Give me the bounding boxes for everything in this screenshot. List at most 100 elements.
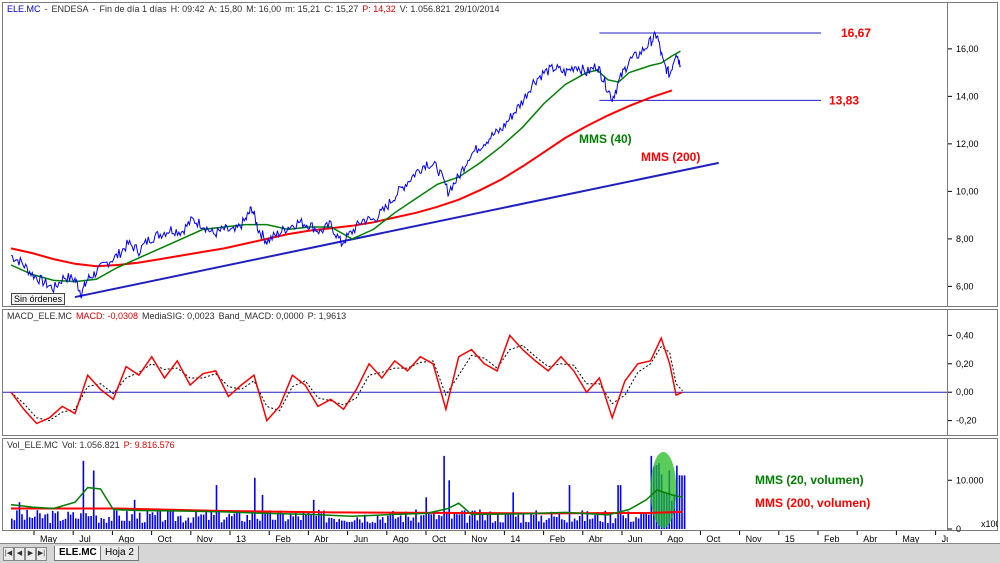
- company-name: ENDESA: [51, 4, 89, 14]
- volume-bar: [507, 513, 509, 529]
- volume-bar: [491, 522, 494, 529]
- volume-bar: [407, 516, 410, 529]
- macd-header: MACD_ELE.MC MACD: -0,0308 MediaSIG: 0,0023…: [7, 311, 350, 321]
- price-axis-label: 8,00: [956, 234, 974, 244]
- volume-bar: [430, 514, 433, 529]
- volume-bar: [371, 521, 374, 529]
- volume-bar: [476, 520, 479, 529]
- volume-bar: [126, 511, 128, 529]
- volume-bar: [85, 513, 87, 529]
- volume-bar: [535, 510, 537, 529]
- volume-bar: [251, 513, 254, 529]
- volume-bar: [167, 510, 169, 529]
- time-axis-label: May: [902, 534, 920, 543]
- volume-bar: [289, 514, 292, 529]
- volume-bar: [271, 519, 274, 529]
- price-axis-label: 10,00: [956, 186, 979, 196]
- volume-bar: [236, 510, 238, 529]
- prev-sheet-button[interactable]: ◀: [14, 547, 25, 561]
- volume-bar: [561, 519, 563, 529]
- volume-bar: [13, 520, 16, 529]
- vol-name: Vol_ELE.MC: [7, 440, 59, 450]
- volume-bar: [330, 518, 333, 529]
- volume-bar: [98, 522, 100, 529]
- volume-bar: [532, 514, 535, 529]
- volume-bar: [558, 513, 561, 529]
- volume-bar: [54, 513, 57, 529]
- volume-panel[interactable]: Vol_ELE.MC Vol: 1.056.821 P: 9.816.576 MMS…: [2, 438, 948, 531]
- volume-bar: [422, 515, 425, 529]
- time-axis-label: 14: [510, 534, 520, 543]
- volume-bar: [182, 522, 184, 529]
- vol-p-value: P: 9.816.576: [123, 440, 175, 450]
- volume-bar: [576, 520, 578, 529]
- time-axis-label: Abr: [589, 534, 603, 543]
- volume-bar: [28, 517, 31, 529]
- volume-bar: [376, 516, 379, 529]
- macd-axis: 0,40 0,20 0,00 -0,20: [948, 309, 998, 436]
- volume-bar: [589, 519, 591, 529]
- volume-bar: [295, 512, 297, 529]
- open-value: A: 15,80: [208, 4, 243, 14]
- volume-bar: [282, 513, 284, 529]
- time-axis-label: Abr: [314, 534, 328, 543]
- volume-bar: [456, 514, 458, 529]
- time-axis-label: 15: [785, 534, 795, 543]
- volume-bar: [225, 517, 228, 529]
- volume-bar: [302, 513, 305, 529]
- volume-bar: [92, 470, 95, 529]
- volume-bar: [46, 513, 49, 529]
- volume-bar: [578, 516, 581, 529]
- time-axis-label: Nov: [197, 534, 214, 543]
- volume-bar: [172, 510, 174, 529]
- orders-button[interactable]: Sin órdenes: [11, 293, 66, 305]
- tab-ele-mc[interactable]: ELE.MC: [54, 546, 102, 561]
- volume-bar: [389, 512, 392, 529]
- volume-bar: [466, 522, 468, 529]
- volume-bar: [512, 492, 514, 529]
- volume-bar: [509, 513, 512, 529]
- volume-bar: [468, 515, 471, 529]
- macd-axis-svg: 0,40 0,20 0,00 -0,20: [948, 330, 977, 426]
- bottom-bar: |◀ ◀ ▶ ▶| ELE.MC Hoja 2: [0, 543, 1000, 563]
- volume-bar: [177, 516, 179, 529]
- volume-bar: [555, 517, 558, 529]
- last-sheet-button[interactable]: ▶|: [36, 547, 47, 561]
- first-sheet-button[interactable]: |◀: [3, 547, 14, 561]
- volume-bar: [57, 511, 59, 529]
- volume-bar: [62, 519, 64, 529]
- volume-bar: [231, 516, 233, 529]
- volume-bar: [131, 514, 133, 529]
- volume-bar: [325, 522, 328, 529]
- volume-bar: [545, 519, 548, 529]
- volume-bar: [16, 510, 18, 529]
- volume-bar: [402, 522, 404, 529]
- macd-chart: [3, 333, 947, 425]
- volume-bar: [683, 475, 686, 529]
- volume-bar: [335, 522, 338, 529]
- macd-panel[interactable]: MACD_ELE.MC MACD: -0,0308 MediaSIG: 0,0023…: [2, 309, 948, 436]
- volume-bar: [123, 520, 126, 529]
- volume-bar: [87, 516, 90, 529]
- volume-bar: [497, 513, 499, 529]
- volume-bar: [504, 512, 507, 529]
- volume-bar: [571, 521, 573, 529]
- volume-bar: [110, 520, 113, 529]
- price-panel[interactable]: ELE.MC - ENDESA - Fin de día 1 días H: 09:42 A…: [2, 2, 948, 307]
- time-axis-label: Jun: [354, 534, 369, 543]
- tab-hoja-2[interactable]: Hoja 2: [100, 546, 139, 561]
- time-axis-label: Nov: [746, 534, 763, 543]
- macd-signal-value: MediaSIG: 0,0023: [142, 311, 215, 321]
- trend-line: [74, 161, 719, 299]
- volume-bar: [156, 510, 159, 529]
- volume-bar: [218, 510, 220, 529]
- volume-bar: [118, 515, 120, 529]
- next-sheet-button[interactable]: ▶: [25, 547, 36, 561]
- volume-bar: [195, 510, 197, 529]
- volume-bar: [543, 522, 545, 529]
- volume-bar: [141, 522, 144, 529]
- volume-bar: [164, 520, 167, 529]
- volume-bar: [192, 517, 195, 529]
- volume-bar: [49, 522, 51, 529]
- volume-bar: [190, 522, 192, 529]
